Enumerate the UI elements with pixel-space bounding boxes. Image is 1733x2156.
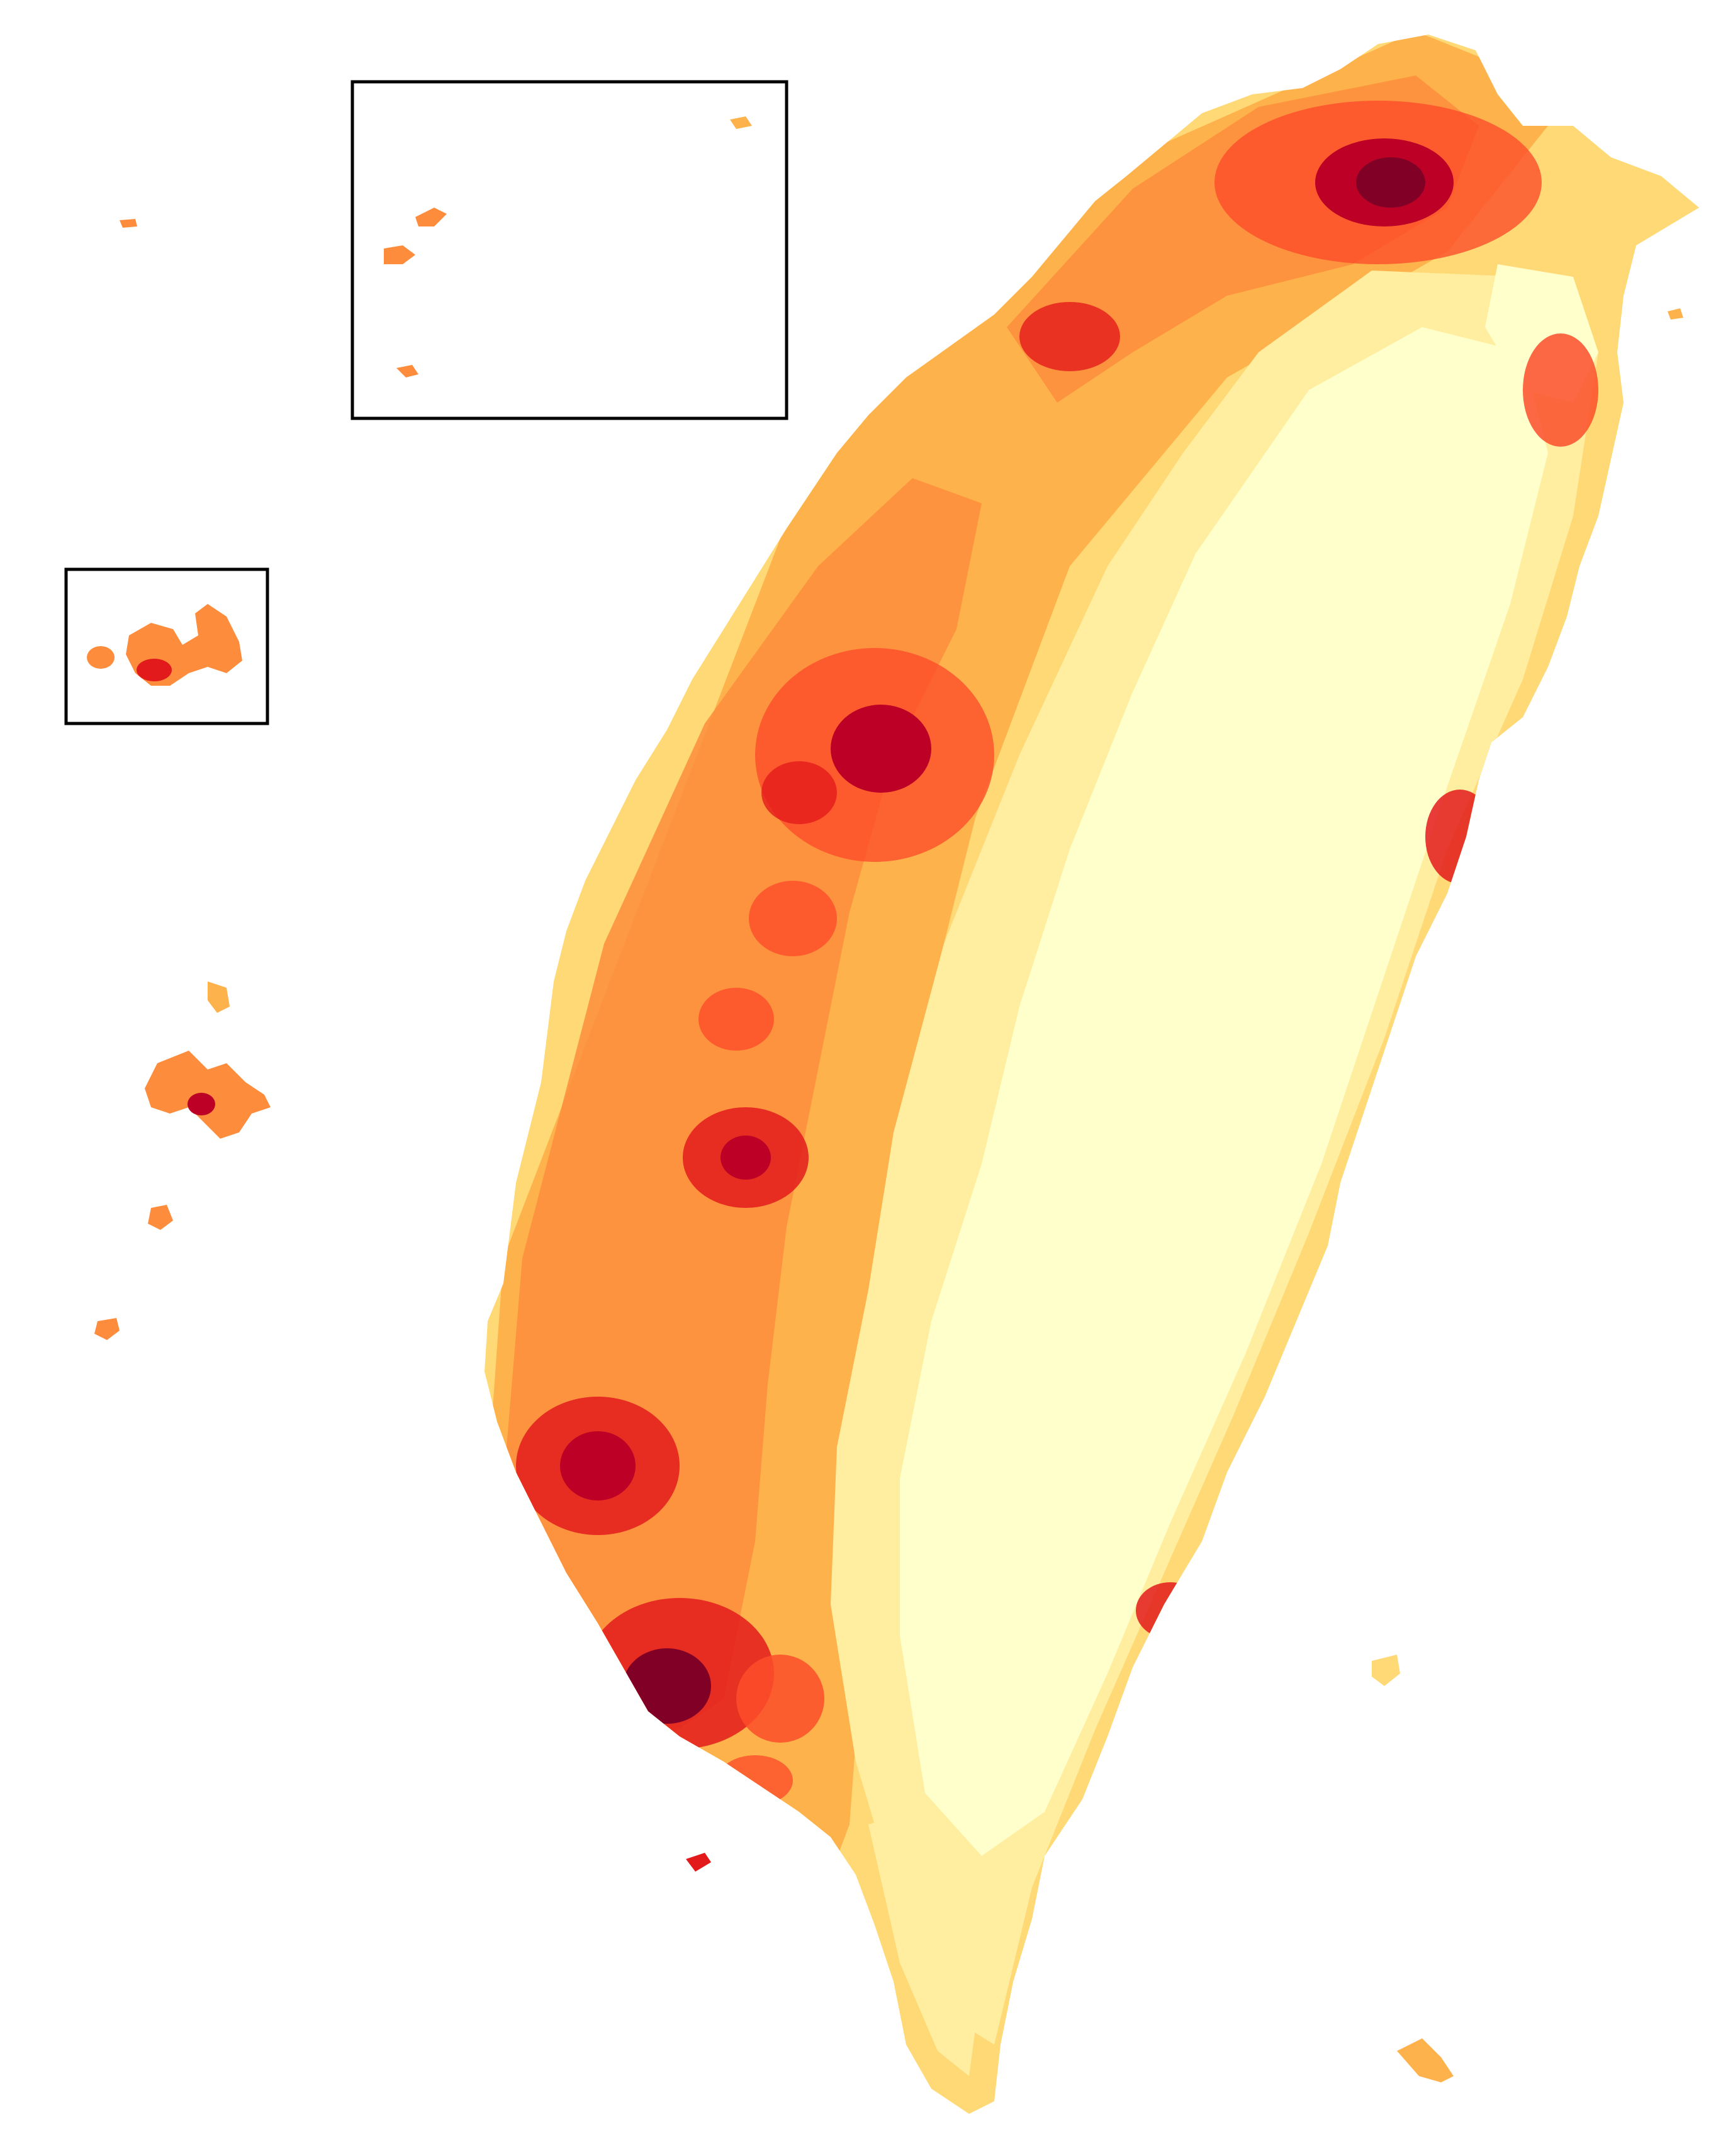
inset-north-island-3	[396, 365, 418, 377]
northwest-city	[1019, 302, 1120, 371]
south-mountain-tail	[868, 1806, 982, 2076]
southwest-islet	[686, 1853, 711, 1872]
inset-north-island-1	[384, 245, 415, 264]
central-town-1	[761, 761, 837, 824]
east-island-north	[1372, 1655, 1400, 1686]
inset-frame-west	[64, 567, 269, 725]
central-mountain-core	[900, 327, 1548, 1856]
inset-frame-west-border	[64, 567, 269, 725]
east-coast-city-south	[1136, 1582, 1205, 1639]
western-island-group-core	[188, 1093, 215, 1115]
east-island-south	[1397, 2038, 1454, 2082]
inset-north-island-2	[415, 208, 447, 226]
south-metro-core	[623, 1648, 711, 1724]
western-island-small-1	[148, 1205, 173, 1230]
inset-west-island-core	[137, 659, 172, 681]
central-town-2	[749, 881, 837, 956]
inset-frame-north-border	[351, 80, 788, 420]
offshore-islands	[94, 219, 1683, 2082]
east-coast-city-north	[1425, 790, 1495, 884]
north-metro-center	[1356, 157, 1425, 208]
inset-north-island-4	[730, 116, 752, 129]
inset-frame-north	[351, 80, 788, 420]
south-town-1	[736, 1655, 824, 1743]
central-metro-core	[831, 705, 931, 793]
central-town-3	[698, 988, 774, 1051]
main-island	[485, 35, 1699, 2114]
western-island-small-2	[94, 1318, 120, 1340]
south-city-1-core	[560, 1431, 636, 1500]
south-town-2	[717, 1755, 793, 1806]
western-island-group-north	[208, 981, 230, 1013]
northeast-islet	[1668, 308, 1683, 320]
north-islet	[120, 219, 137, 228]
southwest-city-core	[721, 1136, 771, 1180]
inset-west-islet	[87, 646, 115, 669]
northeast-port	[1523, 333, 1598, 447]
